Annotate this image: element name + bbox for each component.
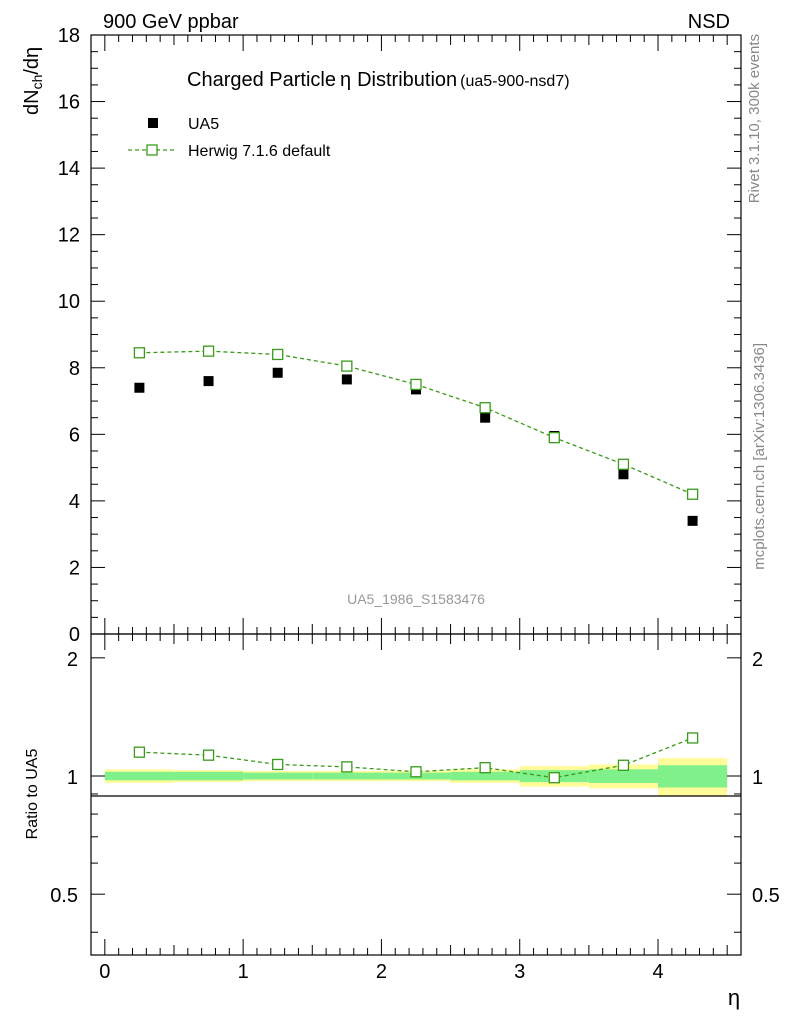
main-ytick-label: 6	[69, 424, 80, 446]
legend-ua5-label: UA5	[188, 116, 219, 133]
ratio-herwig-point	[272, 758, 284, 771]
legend: UA5 Herwig 7.1.6 default	[128, 116, 331, 160]
main-ytick-label: 0	[69, 624, 80, 646]
main-ytick-label: 12	[58, 225, 80, 247]
legend-ua5-marker	[148, 118, 158, 128]
main-ytick-label: 18	[58, 25, 80, 47]
header-right: NSD	[688, 11, 730, 33]
herwig-point	[133, 347, 146, 359]
herwig-point	[341, 360, 353, 372]
ua5-point	[480, 412, 491, 423]
ratio-ytick-label: 2	[67, 649, 78, 671]
ratio-ytick-label-right: 0.5	[752, 885, 780, 907]
herwig-line	[139, 350, 693, 495]
legend-herwig-label: Herwig 7.1.6 default	[188, 143, 331, 160]
main-ytick-label: 14	[58, 158, 80, 180]
chart-title: Charged Particle η Distribution (ua5-900-ns…	[187, 69, 570, 91]
ratio-herwig-point	[548, 772, 560, 784]
ratio-herwig-point	[686, 732, 699, 744]
ratio-ytick-label-right: 2	[752, 649, 763, 671]
main-ytick-label: 8	[69, 358, 80, 380]
ratio-ytick-label: 0.5	[50, 885, 78, 907]
x-axis-label: η	[728, 985, 740, 1010]
main-ytick-label: 4	[69, 491, 80, 513]
ratio-ylabel: Ratio to UA5	[24, 749, 41, 840]
ratio-herwig-point	[410, 766, 422, 778]
ratio-panel: 0.5 0.5 1 1 2 2 0 1 2 3 4 Ratio to UA5 η	[24, 633, 780, 1010]
xtick-label: 4	[652, 961, 663, 983]
chart-title-id: (ua5-900-nsd7)	[460, 73, 569, 90]
ratio-herwig-point	[133, 746, 146, 758]
ratio-band-inner	[104, 771, 174, 781]
main-ylabel-sub: ch	[29, 75, 45, 90]
ratio-band-inner	[658, 765, 728, 788]
ratio-herwig-point	[341, 761, 353, 773]
rivet-label: Rivet 3.1.10, 300k events	[746, 34, 763, 203]
chart-title-symbol: η	[340, 69, 351, 91]
ratio-frame	[90, 633, 742, 956]
xtick-label: 0	[99, 961, 110, 983]
herwig-point	[479, 402, 491, 414]
herwig-point	[548, 432, 560, 444]
ratio-band-inner	[243, 772, 313, 780]
ua5-point	[687, 515, 698, 526]
ua5-point	[203, 376, 214, 387]
ratio-ytick-label-right: 1	[752, 767, 763, 789]
ua5-point	[618, 469, 629, 480]
herwig-point	[272, 348, 284, 361]
herwig-point	[686, 488, 699, 500]
ratio-band-inner	[173, 771, 244, 781]
xtick-label: 2	[376, 961, 387, 983]
ua5-point	[272, 367, 283, 378]
ratio-herwig-point	[202, 749, 215, 761]
ratio-band-inner	[588, 769, 659, 783]
ratio-herwig-line	[139, 737, 693, 779]
main-ytick-label: 2	[69, 557, 80, 579]
main-ytick-label: 16	[58, 92, 80, 114]
main-ylabel-tail: /dη	[21, 47, 43, 75]
ua5-point	[341, 374, 352, 385]
main-ytick-label: 10	[58, 291, 80, 313]
ratio-ytick-label: 1	[67, 767, 78, 789]
mcplots-label: mcplots.cern.ch [arXiv:1306.3436]	[751, 343, 768, 570]
watermark: UA5_1986_S1583476	[347, 591, 485, 607]
ua5-point	[134, 382, 145, 393]
herwig-point	[202, 345, 215, 357]
xtick-label: 1	[238, 961, 249, 983]
legend-herwig-marker	[146, 144, 158, 156]
herwig-point	[617, 458, 630, 470]
ratio-herwig-point	[617, 759, 630, 771]
herwig-point	[410, 378, 422, 391]
xtick-label: 3	[514, 961, 525, 983]
ratio-band-inner	[312, 772, 382, 780]
header-left: 900 GeV ppbar	[103, 11, 239, 33]
ratio-band-inner	[450, 771, 520, 781]
chart-title-suffix: Distribution	[357, 69, 457, 91]
main-ylabel: dNch/dη	[21, 47, 45, 115]
ratio-herwig-point	[479, 762, 491, 774]
